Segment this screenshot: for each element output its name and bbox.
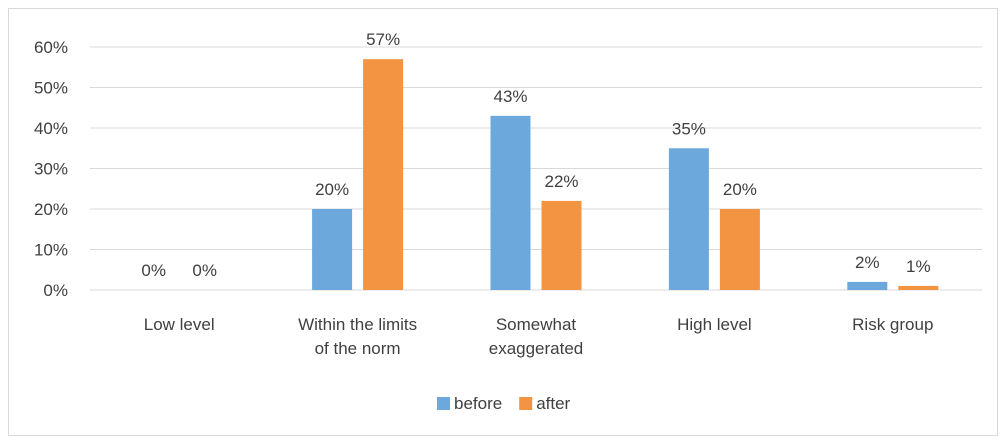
y-tick-label: 30% <box>34 160 68 179</box>
data-label: 22% <box>544 172 578 191</box>
y-tick-label: 10% <box>34 241 68 260</box>
y-tick-label: 0% <box>43 281 68 300</box>
category-label: Low level <box>144 315 215 334</box>
bar-after <box>719 209 760 290</box>
y-tick-label: 40% <box>34 119 68 138</box>
bar-before <box>847 281 888 290</box>
y-tick-label: 60% <box>34 38 68 57</box>
data-label: 0% <box>141 261 166 280</box>
bar-before <box>312 209 353 290</box>
category-label: High level <box>677 315 752 334</box>
data-label: 2% <box>855 253 880 272</box>
bar-after <box>363 59 404 291</box>
data-label: 57% <box>366 30 400 49</box>
category-label: Within the limits <box>298 315 417 334</box>
bar-before <box>668 148 709 290</box>
y-tick-label: 20% <box>34 200 68 219</box>
data-label: 43% <box>493 87 527 106</box>
bar-after <box>541 200 582 290</box>
data-label: 0% <box>192 261 217 280</box>
legend-swatch-after <box>519 397 533 410</box>
category-label: exaggerated <box>489 339 584 358</box>
legend-label-after: after <box>536 394 570 413</box>
data-label: 1% <box>906 257 931 276</box>
category-label: Risk group <box>852 315 933 334</box>
category-label: of the norm <box>315 339 401 358</box>
legend-label-before: before <box>454 394 502 413</box>
data-label: 20% <box>723 180 757 199</box>
data-label: 35% <box>672 119 706 138</box>
data-label: 20% <box>315 180 349 199</box>
category-label: Somewhat <box>496 315 577 334</box>
bar-before <box>490 115 531 290</box>
bar-after <box>898 285 939 290</box>
y-tick-label: 50% <box>34 79 68 98</box>
legend-swatch-before <box>437 397 450 410</box>
